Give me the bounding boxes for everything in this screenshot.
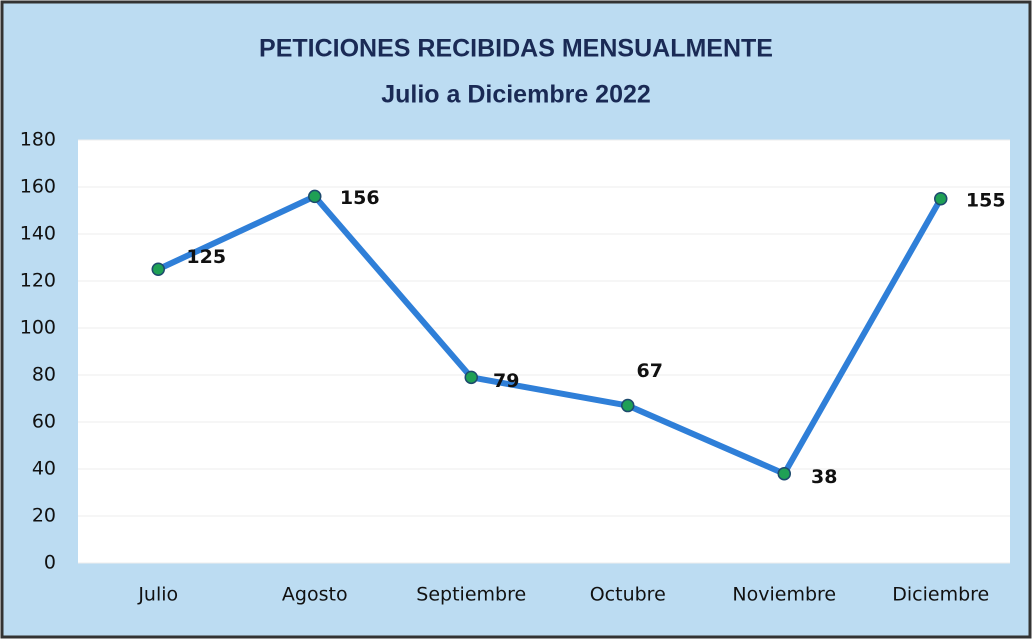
chart-title: PETICIONES RECIBIDAS MENSUALMENTE (259, 35, 773, 63)
y-tick-label: 0 (44, 552, 56, 574)
marker (621, 398, 635, 413)
x-tick-label: Septiembre (416, 584, 526, 606)
y-tick-label: 160 (20, 176, 56, 198)
x-tick-label: Agosto (282, 584, 348, 606)
y-tick-label: 60 (32, 411, 56, 433)
data-label: 125 (186, 246, 226, 268)
y-tick-label: 80 (32, 364, 56, 386)
x-tick-label: Noviembre (732, 584, 836, 606)
data-label: 156 (340, 187, 380, 209)
y-tick-label: 40 (32, 458, 56, 480)
y-tick-label: 20 (32, 505, 56, 527)
data-label: 155 (966, 189, 1006, 211)
chart-subtitle: Julio a Diciembre 2022 (381, 81, 651, 109)
x-tick-label: Diciembre (892, 584, 989, 606)
data-label: 67 (637, 360, 663, 382)
data-label: 79 (493, 370, 519, 392)
x-tick-label: Julio (137, 584, 178, 606)
marker (151, 262, 165, 276)
plot-area (78, 140, 1010, 563)
y-tick-label: 180 (20, 129, 56, 151)
y-tick-label: 120 (20, 270, 56, 292)
marker (464, 370, 478, 385)
marker (308, 189, 322, 204)
marker (934, 192, 948, 206)
y-tick-label: 140 (20, 223, 56, 245)
y-tick-label: 100 (20, 317, 56, 339)
x-tick-label: Octubre (590, 584, 666, 606)
line (156, 193, 944, 477)
marker (777, 466, 791, 481)
data-label: 38 (811, 466, 837, 488)
